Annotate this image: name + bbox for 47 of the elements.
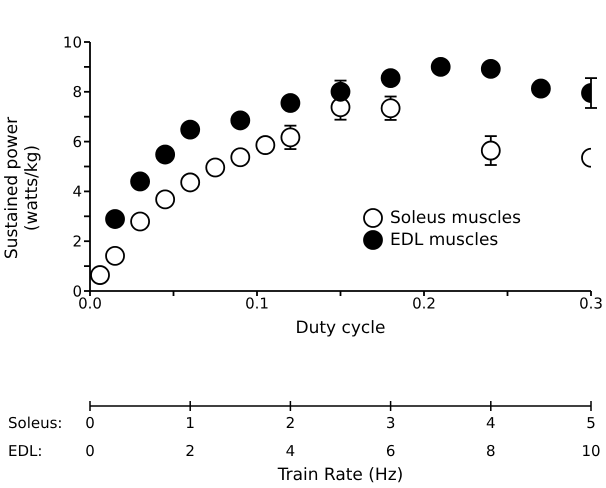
text: EDL: bbox=[8, 442, 42, 460]
text: 0 bbox=[85, 442, 95, 460]
y-tick-label: 10 bbox=[62, 33, 82, 52]
legend-label: EDL muscles bbox=[390, 230, 498, 250]
point bbox=[380, 68, 400, 88]
x2-tick-label: 5 bbox=[586, 414, 596, 432]
text: 10 bbox=[581, 442, 601, 460]
point bbox=[155, 189, 176, 210]
x2-tick-label: 0 bbox=[85, 414, 95, 432]
text: Soleus: bbox=[8, 414, 62, 432]
y-tick-label: 4 bbox=[72, 182, 82, 201]
point bbox=[480, 140, 501, 160]
point bbox=[230, 147, 250, 168]
y-axis-title: Sustained power (watts/kg) bbox=[2, 116, 42, 262]
point bbox=[155, 144, 176, 164]
legend-label: Soleus muscles bbox=[390, 208, 521, 228]
point bbox=[255, 135, 276, 155]
point bbox=[180, 120, 200, 140]
x-tick-label: 0.1 bbox=[245, 294, 269, 313]
x-axis-title: Duty cycle bbox=[296, 318, 386, 338]
text: 8 bbox=[486, 442, 496, 460]
text: 2 bbox=[185, 442, 195, 460]
point bbox=[280, 93, 300, 113]
point bbox=[430, 57, 451, 77]
x2-tick-label: 2 bbox=[286, 414, 296, 432]
point bbox=[130, 172, 150, 192]
x2-tick-label: 4 bbox=[486, 414, 496, 432]
point bbox=[531, 78, 551, 98]
x-tick-label: 0.3 bbox=[579, 294, 603, 313]
point bbox=[480, 58, 501, 79]
y-tick-label: 8 bbox=[72, 83, 82, 102]
point bbox=[130, 212, 150, 232]
point bbox=[230, 110, 250, 130]
point bbox=[105, 246, 125, 266]
y-tick-label: 2 bbox=[72, 232, 82, 251]
x-tick-label: 0.2 bbox=[412, 294, 436, 313]
x2-tick-label: 3 bbox=[386, 414, 396, 432]
point bbox=[105, 209, 125, 229]
x2-tick-label: 1 bbox=[185, 414, 195, 432]
x2-axis-title: Train Rate (Hz) bbox=[276, 465, 404, 485]
point bbox=[205, 158, 226, 178]
y-tick-label: 6 bbox=[72, 132, 82, 151]
text: 4 bbox=[286, 442, 296, 460]
point bbox=[280, 127, 300, 148]
point bbox=[180, 172, 200, 192]
point bbox=[90, 265, 110, 285]
text: 6 bbox=[386, 442, 396, 460]
